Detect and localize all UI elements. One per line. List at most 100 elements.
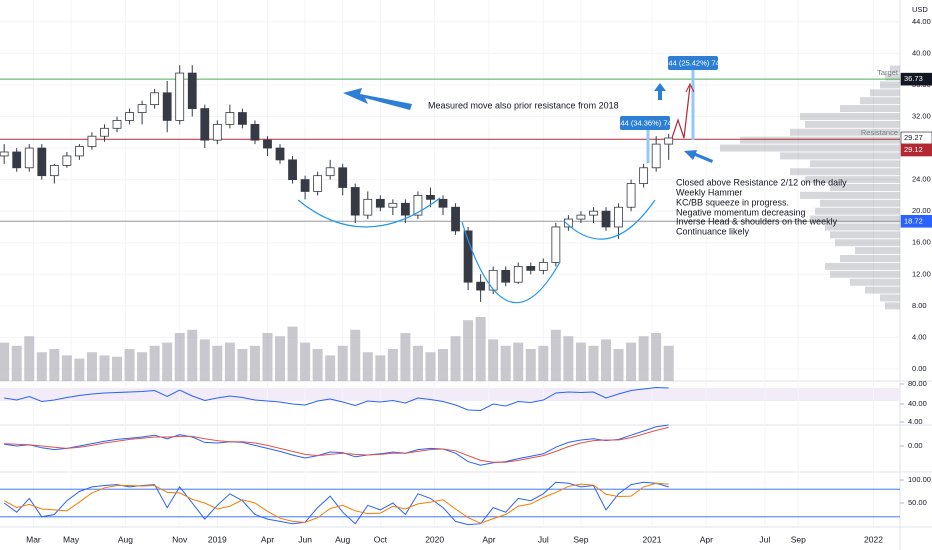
volume-bar	[350, 329, 361, 381]
y-tick-label: 20.00	[912, 206, 931, 215]
candle-body	[87, 135, 97, 147]
candle-body	[112, 120, 122, 129]
volume-bar	[36, 352, 47, 381]
projection-zigzag	[671, 85, 691, 139]
volume-bar	[375, 355, 386, 381]
price-label: 29.12	[904, 145, 923, 154]
indicator-tick-label: 40.00	[908, 399, 927, 408]
volume-profile-bar	[860, 97, 900, 105]
candle-body	[325, 167, 335, 177]
price-label-box	[900, 143, 932, 157]
volume-bar	[563, 336, 574, 381]
candle-body	[589, 210, 598, 216]
measure-label: 7.44 (25.42%) 744	[662, 58, 724, 67]
x-tick-label: Sep	[573, 534, 588, 544]
price-label-box	[900, 214, 932, 228]
volume-profile-bar	[880, 81, 900, 89]
volume-bar	[24, 336, 35, 381]
candle-body	[639, 167, 649, 184]
stoch-line	[3, 481, 669, 526]
currency: USD	[912, 5, 928, 14]
volume-bar	[538, 345, 549, 381]
volume-profile-bar	[890, 65, 900, 73]
indicator-tick-label: 80.00	[908, 379, 927, 388]
volume-bar	[387, 349, 398, 381]
volume-bar	[362, 352, 373, 381]
volume-profile-bar	[850, 278, 900, 286]
y-tick-label: 4.00	[912, 332, 927, 341]
indicator-tick-label: 0.00	[908, 441, 923, 450]
candle-body	[501, 269, 511, 283]
candle-body	[651, 143, 661, 169]
volume-bar	[212, 345, 223, 381]
volume-bar	[249, 345, 260, 381]
candle-body	[49, 165, 59, 177]
volume-profile-bar	[805, 120, 900, 128]
volume-profile-bar	[800, 112, 900, 120]
volume-profile-bar	[825, 223, 900, 231]
candle-body	[563, 218, 573, 228]
candle-body	[37, 147, 47, 177]
candle-body	[288, 159, 297, 181]
volume-bar	[287, 326, 298, 381]
indicator-tick-label: 100.00	[908, 475, 931, 484]
volume-profile-bar	[805, 176, 900, 184]
candle-body	[75, 146, 84, 157]
volume-bar	[488, 339, 499, 381]
volume-bar	[513, 342, 524, 381]
measure-box	[620, 116, 670, 130]
candle-body	[175, 72, 185, 121]
y-tick-label: 12.00	[912, 269, 931, 278]
note: KC/BB squeeze in progress.	[676, 197, 789, 207]
volume-profile-bar	[855, 247, 900, 255]
candle-body	[463, 230, 473, 283]
candle-body	[250, 123, 260, 141]
price-label: 36.73	[904, 74, 923, 83]
y-tick-label: 16.00	[912, 238, 931, 247]
volume-profile-bar	[720, 144, 900, 152]
candle-body	[162, 92, 172, 121]
candle-body	[212, 123, 222, 141]
volume-bar	[425, 352, 436, 381]
volume-bar	[651, 333, 662, 381]
note: Weekly Hammer	[676, 187, 742, 197]
candle-body	[62, 155, 72, 166]
candle-body	[451, 206, 460, 232]
volume-bar	[601, 339, 612, 381]
volume-bar	[475, 317, 486, 381]
volume-bar	[575, 342, 586, 381]
volume-bar	[412, 345, 423, 381]
up-arrow	[654, 83, 666, 100]
x-tick-label: Nov	[172, 534, 188, 544]
candle-body	[275, 147, 285, 161]
candle-body	[313, 175, 323, 192]
volume-profile-bar	[820, 199, 900, 207]
x-tick-label: Sep	[791, 534, 806, 544]
candle-body	[238, 112, 247, 125]
volume-bar	[174, 333, 185, 381]
indicator-tick-label: 50.00	[908, 498, 927, 507]
volume-profile-bar	[830, 184, 900, 191]
rsi-line	[4, 386, 669, 412]
candle-body	[0, 151, 9, 157]
volume-bar	[0, 342, 10, 381]
volume-bar	[626, 342, 637, 381]
volume-bar	[463, 320, 474, 381]
volume-profile-bar	[830, 231, 900, 239]
cup-arc	[297, 197, 441, 228]
indicator-tick-label: 4.00	[908, 417, 923, 426]
volume-profile-bar	[870, 89, 900, 97]
volume-profile-bar	[885, 73, 900, 81]
annotations: Measured move also prior resistance from…	[428, 100, 847, 236]
drawings	[297, 70, 695, 304]
measure-box	[668, 56, 718, 70]
note: Closed above Resistance 2/12 on the dail…	[676, 177, 847, 187]
x-tick-label: Mar	[26, 534, 41, 544]
measure-label: 7.44 (34.36%) 744	[614, 118, 676, 127]
macd-line	[4, 424, 669, 466]
candle-body	[388, 202, 398, 208]
candle-body	[400, 202, 410, 216]
candle-body	[150, 92, 160, 106]
